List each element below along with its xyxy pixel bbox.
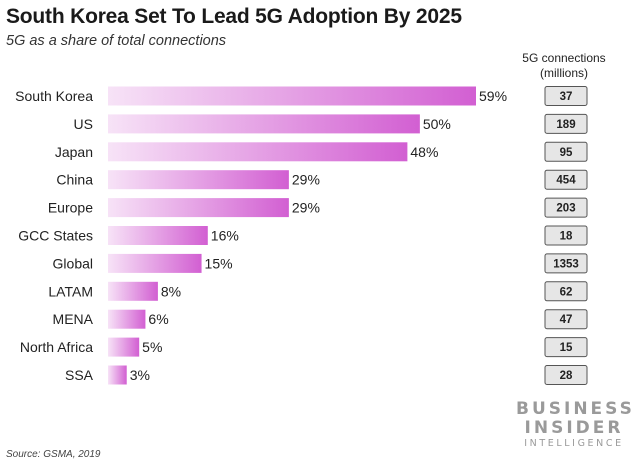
- bar: [108, 281, 158, 301]
- bar-row-ssa: SSA 3% 28: [65, 365, 588, 385]
- bar-row-latam: LATAM 8% 62: [48, 281, 588, 302]
- connections-value: 28: [560, 370, 573, 382]
- bar: [108, 142, 408, 162]
- business-insider-logo: BUSINESS INSIDER INTELLIGENCE: [516, 400, 632, 450]
- bar-row-us: US 50% 189: [74, 113, 588, 134]
- category-label: US: [74, 116, 93, 132]
- bar-row-japan: Japan 48% 95: [55, 141, 588, 162]
- connections-box: [544, 113, 588, 134]
- bar: [108, 86, 476, 106]
- connections-header-line1: 5G connections: [522, 51, 606, 65]
- category-label: Global: [53, 255, 93, 271]
- chart-subtitle: 5G as a share of total connections: [6, 33, 227, 49]
- bar-value-label: 8%: [161, 283, 181, 299]
- bar: [108, 170, 289, 190]
- bars-layer: South Korea 59% 37 US 50% 189 Japan 48% 95 China 2…: [15, 86, 588, 385]
- bar: [108, 198, 289, 218]
- bar-value-label: 3%: [130, 367, 150, 383]
- bar-value-label: 50%: [423, 116, 451, 132]
- bar-row-global: Global 15% 1353: [53, 253, 588, 274]
- category-label: Japan: [55, 144, 93, 160]
- connections-value: 62: [560, 286, 573, 298]
- connections-box: [544, 337, 588, 358]
- connections-column-header: 5G connections (millions): [516, 51, 612, 81]
- connections-value: 1353: [553, 258, 579, 270]
- bar-value-label: 6%: [148, 311, 168, 327]
- connections-box: [544, 86, 588, 106]
- bar: [108, 253, 202, 273]
- bar-value-label: 48%: [410, 144, 438, 160]
- logo-line1: BUSINESS: [516, 399, 635, 419]
- bar: [108, 226, 208, 245]
- bar-value-label: 16%: [211, 228, 239, 244]
- bar-value-label: 15%: [205, 255, 233, 271]
- connections-value: 189: [556, 119, 575, 131]
- category-label: Europe: [48, 200, 93, 216]
- bar-row-china: China 29% 454: [56, 169, 588, 190]
- chart-title: South Korea Set To Lead 5G Adoption By 2…: [6, 5, 462, 28]
- connections-value: 47: [560, 314, 573, 326]
- bar: [108, 337, 140, 357]
- connections-value: 95: [560, 147, 573, 159]
- connections-value: 18: [560, 231, 573, 243]
- category-label: LATAM: [48, 283, 93, 299]
- category-label: SSA: [65, 367, 94, 383]
- bar-row-europe: Europe 29% 203: [48, 197, 588, 218]
- bar-row-north-africa: North Africa 5% 15: [20, 337, 588, 358]
- connections-box: [544, 225, 588, 246]
- bar-value-label: 29%: [292, 200, 320, 216]
- connections-box: [544, 365, 588, 385]
- bar-row-mena: MENA 6% 47: [53, 309, 588, 330]
- bar-row-gcc-states: GCC States 16% 18: [18, 225, 588, 246]
- connections-box: [544, 253, 588, 274]
- connections-value: 454: [556, 175, 576, 187]
- bar-row-south-korea: South Korea 59% 37: [15, 86, 588, 106]
- source-note: Source: GSMA, 2019: [6, 449, 101, 460]
- category-label: North Africa: [20, 339, 93, 355]
- category-label: South Korea: [15, 88, 93, 104]
- connections-value: 37: [560, 91, 573, 103]
- connections-box: [544, 169, 588, 190]
- connections-header-line2: (millions): [540, 66, 588, 80]
- bar: [108, 365, 127, 385]
- bar: [108, 309, 146, 329]
- connections-value: 15: [560, 342, 573, 354]
- category-label: MENA: [53, 311, 94, 327]
- connections-box: [544, 309, 588, 330]
- logo-line3: INTELLIGENCE: [524, 438, 624, 449]
- logo-line2: INSIDER: [524, 418, 624, 438]
- connections-box: [544, 281, 588, 302]
- bar-value-label: 59%: [479, 88, 507, 104]
- connections-box: [544, 197, 588, 218]
- bar: [108, 114, 420, 134]
- bar-value-label: 29%: [292, 172, 320, 188]
- connections-value: 203: [556, 203, 575, 215]
- connections-box: [544, 141, 588, 162]
- category-label: GCC States: [18, 228, 93, 244]
- category-label: China: [56, 172, 93, 188]
- bar-value-label: 5%: [142, 339, 162, 355]
